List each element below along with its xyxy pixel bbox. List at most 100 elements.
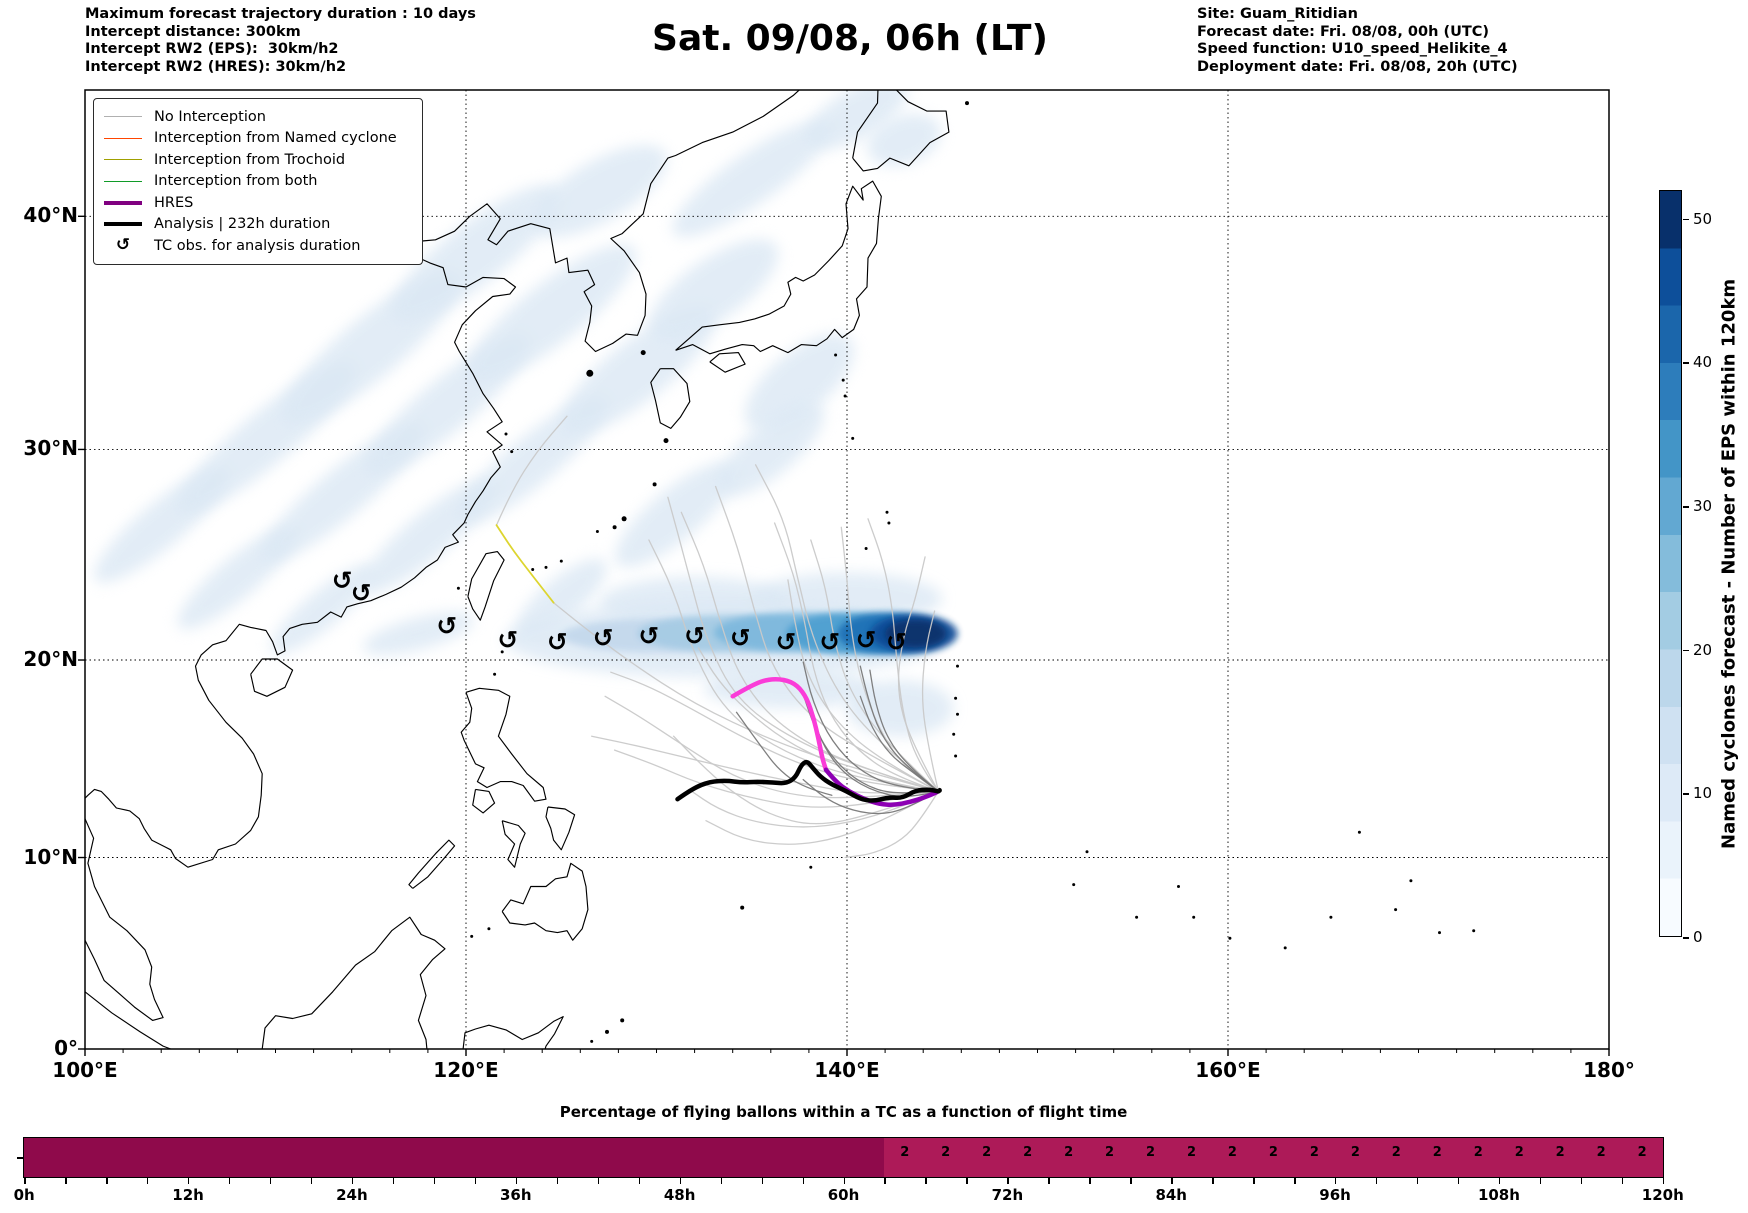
flight-bar-tick [1253,1178,1255,1184]
legend-item-label: Analysis | 232h duration [154,216,331,233]
site-info-line: Forecast date: Fri. 08/08, 00h (UTC) [1197,23,1490,40]
flight-bar-tick [638,1178,641,1184]
coastline [85,90,801,868]
flight-bar-tick-label: 84h [1155,1186,1187,1204]
island-dot [640,350,646,356]
legend-item-label: Interception from Named cyclone [154,130,397,147]
density-blob-light [560,307,715,435]
coastline [85,818,164,1021]
eps-track-no-interception [810,539,940,793]
flight-bar-tick [1089,1178,1091,1184]
colorbar-tick [1683,218,1689,221]
flight-bar-tick [1621,1178,1624,1184]
flight-bar-tick [1539,1178,1542,1184]
island-dot [851,436,855,440]
coastline [675,180,882,355]
island-dot [1283,946,1287,950]
density-blob-light [615,461,737,568]
tc-obs-icon: ↺ [593,624,614,653]
island-dot [952,732,956,736]
site-info-block: Site: Guam_Ritidian Forecast date: Fri. 0… [1197,6,1518,76]
island-dot [500,650,504,654]
flight-bar-tick [106,1178,108,1184]
tc-observations: ↺↺↺ ↺ ↺ ↺ ↺ ↺ ↺ ↺ ↺ ↺ ↺ [332,566,907,657]
island-dot [487,927,491,931]
colorbar [1659,190,1682,937]
legend-item-label: Interception from both [154,173,318,190]
flight-bar-tick [761,1178,763,1184]
island-dot [590,1039,594,1043]
island-dot [864,547,868,550]
bar-annotation: 2 [1268,1145,1278,1160]
eps-track-no-interception [667,496,940,793]
flight-bar-tick [802,1178,804,1184]
analysis-track [675,759,941,803]
flight-bar-tick [24,1178,26,1184]
legend-item-interception-from-named-cyclone: Interception from Named cyclone [104,128,412,150]
tc-obs-icon: ↺ [638,622,659,651]
eps-track-no-interception [672,735,940,825]
flight-bar-tick [720,1178,722,1184]
bar-annotation: 2 [941,1145,951,1160]
colorbar-tick-label: 10 [1693,784,1713,803]
coastline [462,1016,564,1049]
flight-bar-tick [1335,1178,1337,1184]
eps-track-no-interception [897,556,940,793]
bar-segment-dark [24,1138,885,1177]
flight-bar-tick-label: 0h [13,1186,35,1204]
flight-bar-tick-label: 72h [991,1186,1024,1204]
eps-track-no-interception [921,610,940,793]
eps-trajectories [495,415,940,859]
flight-bar-tick-label: 48h [663,1186,696,1204]
bar-annotation: 2 [1023,1145,1033,1160]
legend-line-swatch [104,116,142,118]
flight-bar-tick [229,1178,231,1184]
coastline [501,862,589,941]
colorbar-tick [1683,362,1689,364]
bar-annotation: 2 [1350,1145,1360,1160]
density-blob-light [362,612,474,656]
colorbar-tick-label: 0 [1693,928,1703,946]
flight-bar-tick [843,1178,845,1184]
flight-bar-tick-label: 24h [336,1186,368,1204]
flight-bar-tick [310,1178,313,1184]
flight-bar-tick [269,1178,272,1184]
colorbar-tick-label: 20 [1693,640,1713,659]
forecast-settings-line: Intercept distance: 300km [85,23,301,40]
colorbar-tick [1683,793,1689,795]
island-dot [843,394,847,398]
island-dot [1472,929,1476,933]
flight-bar-ytick [17,1157,23,1159]
island-dot [956,712,959,716]
flight-bar-tick [474,1178,477,1184]
colorbar-tick [1683,937,1689,939]
eps-track-no-interception [697,647,940,793]
legend-item-interception-from-trochoid: Interception from Trochoid [104,149,412,171]
island-dot [663,438,669,444]
island-dot [1357,830,1361,834]
flight-bar-tick [1007,1178,1009,1184]
island-dot [988,82,992,86]
island-dot [887,521,891,525]
coastline [472,788,496,814]
bar-annotation: 2 [1596,1145,1606,1160]
flight-bar-tick [433,1178,436,1184]
island-dot [841,378,845,382]
flight-bar-tick [1376,1178,1378,1184]
hres-track [730,676,829,773]
coastline [852,90,950,172]
forecast-settings-line: Intercept RW2 (EPS): 30km/h2 [85,41,339,57]
lon-tick-label: 100°E [52,1058,118,1082]
flight-bar-tick [392,1178,395,1184]
density-blob-light [704,668,876,709]
island-dot [1228,936,1232,940]
island-dot [1192,915,1196,919]
lon-tick-label: 160°E [1195,1058,1261,1082]
flight-bar-tick [1130,1178,1132,1184]
island-dot [885,510,889,514]
island-dot [965,101,969,106]
island-dot [620,1018,625,1023]
flight-bar-tick [925,1178,927,1184]
island-dot [493,672,497,676]
tc-obs-icon: ↺ [730,624,751,653]
